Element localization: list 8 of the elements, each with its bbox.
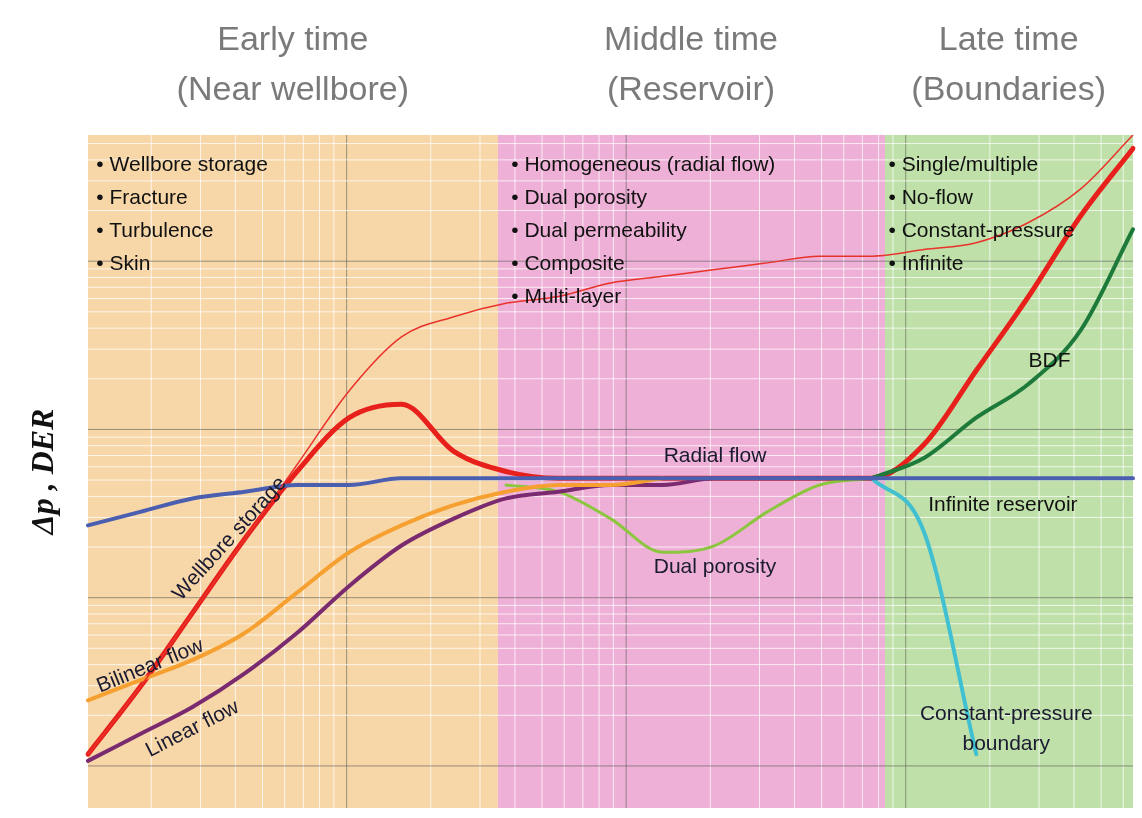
text: Early time (Near wellbore) [176, 19, 410, 108]
text: Late time (Boundaries) [911, 19, 1106, 108]
series-label: Radial flow [663, 443, 768, 467]
annotation: • Wellbore storage • Fracture • Turbulence • Skin [96, 152, 268, 275]
y-axis-title: Δp , DER [24, 408, 61, 537]
series-label: Dual porosity [653, 554, 777, 578]
text: Middle time (Reservoir) [604, 19, 778, 108]
annotation: Infinite reservoir [928, 492, 1078, 516]
